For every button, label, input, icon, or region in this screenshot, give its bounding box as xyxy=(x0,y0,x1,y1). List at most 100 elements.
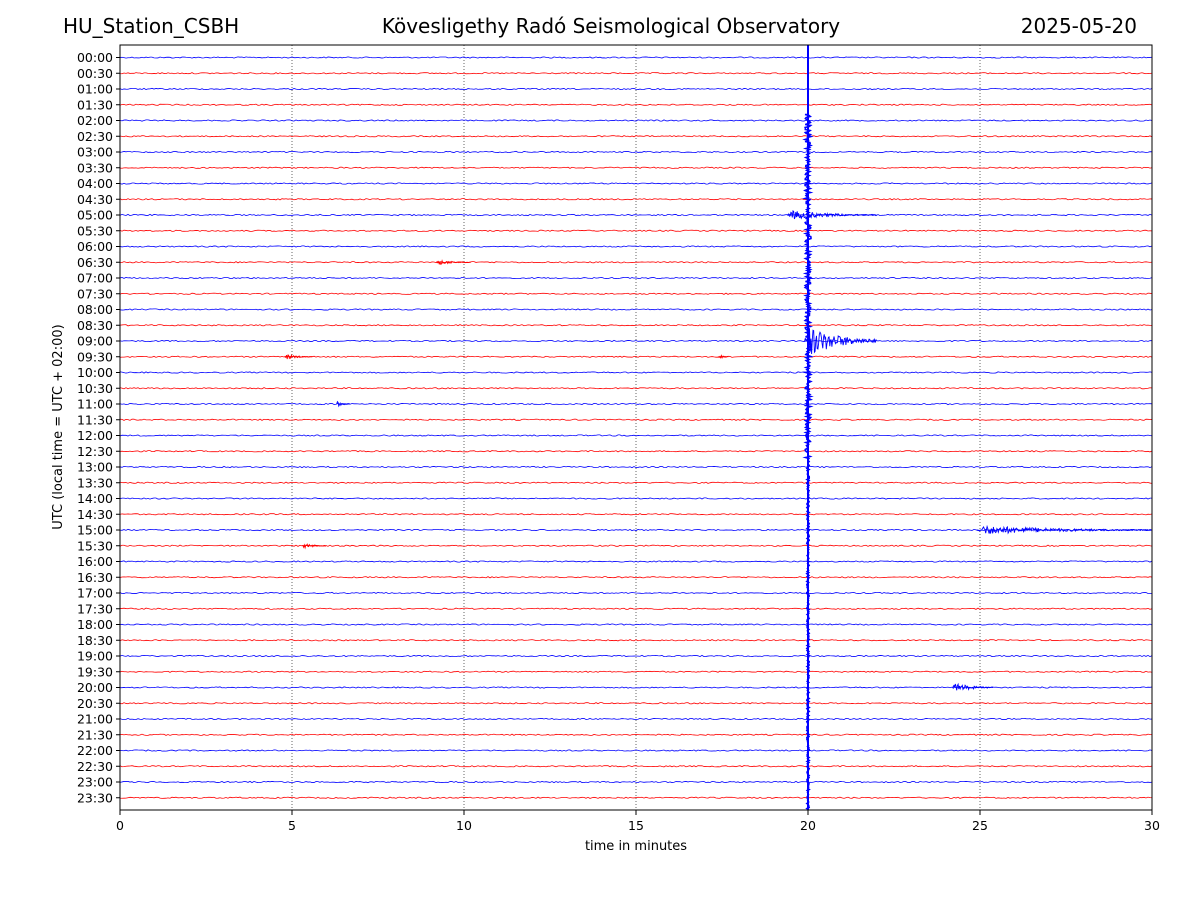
trace-1930 xyxy=(119,670,1153,673)
y-tick-label: 16:00 xyxy=(77,554,113,569)
trace-2030 xyxy=(119,702,1153,705)
trace-1630 xyxy=(119,576,1153,579)
trace-1230 xyxy=(119,450,1153,453)
trace-1430 xyxy=(119,513,1153,516)
event-0500 xyxy=(787,209,877,220)
x-tick-label: 20 xyxy=(800,818,816,833)
y-tick-label: 04:00 xyxy=(77,176,113,191)
trace-2300 xyxy=(119,780,1153,784)
trace-0700 xyxy=(119,276,1153,280)
trace-1130 xyxy=(119,418,1153,421)
y-tick-label: 22:30 xyxy=(77,759,113,774)
x-tick-label: 30 xyxy=(1144,818,1160,833)
trace-0030 xyxy=(119,72,1153,75)
y-axis-label: UTC (local time = UTC + 02:00) xyxy=(51,324,66,529)
trace-0100 xyxy=(119,87,1153,91)
y-tick-label: 23:00 xyxy=(77,775,113,790)
y-tick-label: 11:30 xyxy=(77,412,113,427)
y-tick-label: 05:30 xyxy=(77,223,113,238)
trace-1100 xyxy=(119,402,1153,406)
trace-1530 xyxy=(119,544,1153,547)
trace-1000 xyxy=(119,371,1153,374)
y-tick-label: 19:00 xyxy=(77,649,113,664)
trace-1800 xyxy=(119,623,1153,626)
trace-2130 xyxy=(119,733,1153,736)
y-tick-label: 04:30 xyxy=(77,192,113,207)
event-0900 xyxy=(804,328,877,354)
trace-2230 xyxy=(119,765,1153,768)
event-layer xyxy=(284,45,1152,811)
y-tick-label: 20:30 xyxy=(77,696,113,711)
y-tick-label: 00:00 xyxy=(77,50,113,65)
y-tick-label: 02:00 xyxy=(77,113,113,128)
event-0930 xyxy=(718,354,729,360)
trace-1900 xyxy=(119,654,1153,658)
y-tick-label: 14:30 xyxy=(77,507,113,522)
trace-1330 xyxy=(119,481,1153,484)
y-tick-label: 10:00 xyxy=(77,365,113,380)
trace-1830 xyxy=(119,639,1153,642)
trace-layer xyxy=(119,56,1153,799)
x-tick-label: 0 xyxy=(116,818,124,833)
y-tick-label: 03:30 xyxy=(77,160,113,175)
trace-1730 xyxy=(119,607,1153,610)
x-tick-label: 15 xyxy=(628,818,644,833)
y-tick-label: 14:00 xyxy=(77,491,113,506)
y-tick-label: 02:30 xyxy=(77,129,113,144)
trace-1030 xyxy=(119,387,1153,390)
event-2000 xyxy=(952,682,994,691)
event-1100 xyxy=(336,400,351,408)
y-tick-label: 16:30 xyxy=(77,570,113,585)
event-0630 xyxy=(436,259,471,265)
y-tick-label: 09:30 xyxy=(77,349,113,364)
axis-layer: 00:0000:3001:0001:3002:0002:3003:0003:30… xyxy=(77,50,1160,833)
trace-0800 xyxy=(119,308,1153,311)
trace-0900 xyxy=(119,339,1153,343)
y-tick-label: 08:30 xyxy=(77,318,113,333)
trace-0130 xyxy=(119,103,1153,106)
trace-1600 xyxy=(119,560,1153,563)
y-tick-label: 18:00 xyxy=(77,617,113,632)
trace-0530 xyxy=(119,229,1153,232)
trace-0600 xyxy=(119,245,1153,248)
trace-0500 xyxy=(119,213,1153,217)
y-tick-label: 00:30 xyxy=(77,66,113,81)
trace-1200 xyxy=(119,434,1153,437)
trace-0300 xyxy=(119,150,1153,154)
y-tick-label: 08:00 xyxy=(77,302,113,317)
y-tick-label: 12:00 xyxy=(77,428,113,443)
y-tick-label: 17:30 xyxy=(77,601,113,616)
y-tick-label: 22:00 xyxy=(77,743,113,758)
y-tick-label: 11:00 xyxy=(77,397,113,412)
trace-0830 xyxy=(119,324,1153,327)
y-tick-label: 18:30 xyxy=(77,633,113,648)
y-tick-label: 15:00 xyxy=(77,523,113,538)
event-0930 xyxy=(284,354,313,360)
y-tick-label: 05:00 xyxy=(77,208,113,223)
y-tick-label: 12:30 xyxy=(77,444,113,459)
trace-1400 xyxy=(119,497,1153,500)
trace-1700 xyxy=(119,591,1153,595)
trace-0200 xyxy=(119,119,1153,122)
y-tick-label: 07:00 xyxy=(77,271,113,286)
y-tick-label: 01:30 xyxy=(77,97,113,112)
trace-0430 xyxy=(119,197,1153,201)
y-tick-label: 10:30 xyxy=(77,381,113,396)
trace-0930 xyxy=(119,355,1153,358)
y-tick-label: 20:00 xyxy=(77,680,113,695)
x-tick-label: 10 xyxy=(456,818,472,833)
trace-0630 xyxy=(119,261,1153,264)
trace-0730 xyxy=(119,292,1153,295)
y-tick-label: 03:00 xyxy=(77,145,113,160)
chart-title: Kövesligethy Radó Seismological Observat… xyxy=(381,14,841,38)
trace-0000 xyxy=(119,56,1153,59)
trace-0330 xyxy=(119,166,1153,169)
trace-0230 xyxy=(119,135,1153,138)
y-tick-label: 06:30 xyxy=(77,255,113,270)
y-tick-label: 06:00 xyxy=(77,239,113,254)
trace-2200 xyxy=(119,749,1153,752)
event-1500 xyxy=(976,524,1152,535)
x-axis-label: time in minutes xyxy=(585,839,687,854)
trace-2330 xyxy=(119,796,1153,799)
